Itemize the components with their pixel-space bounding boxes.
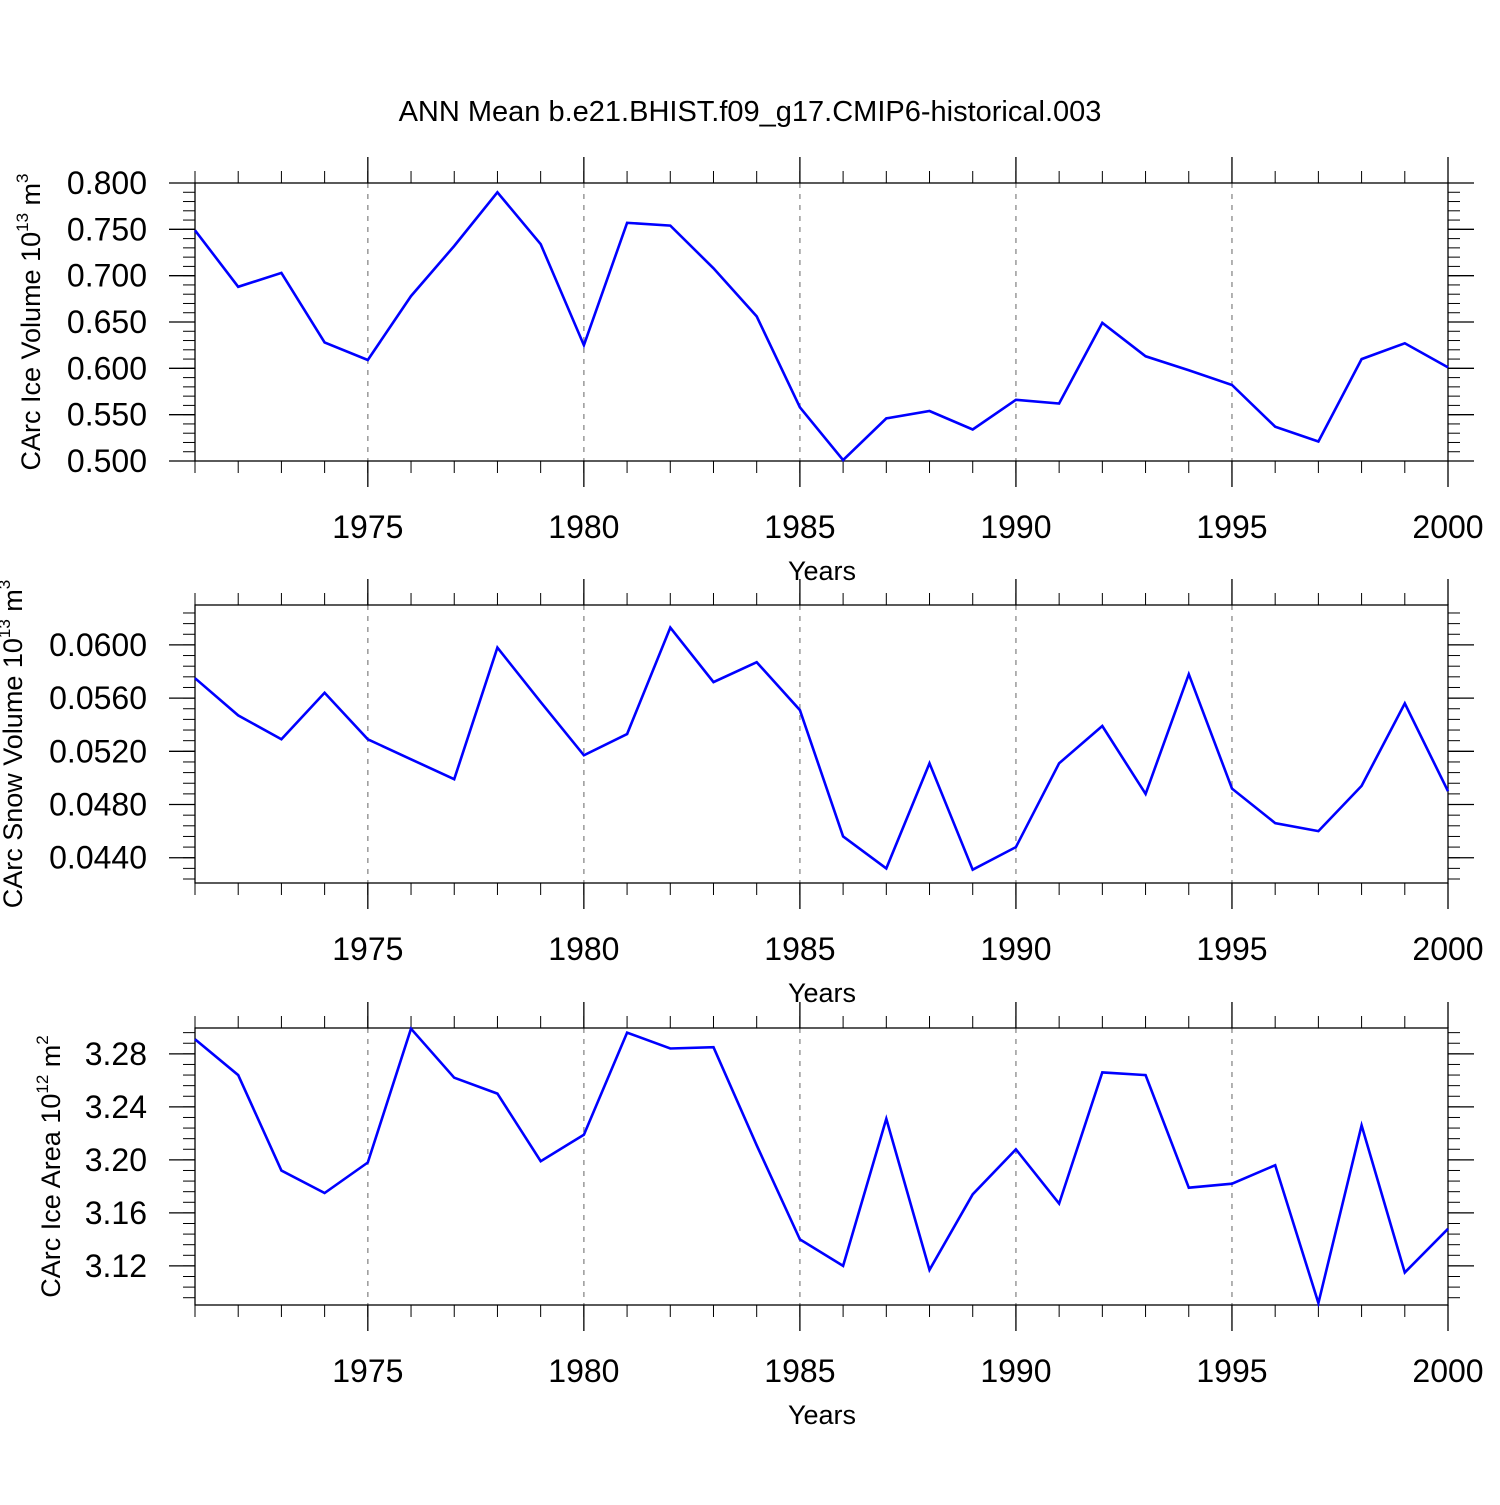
y-tick-label: 3.24: [85, 1089, 147, 1125]
y-tick-label: 0.0440: [49, 840, 147, 876]
plot-frame: [194, 604, 1449, 884]
y-tick-label: 0.650: [67, 304, 147, 340]
series-line: [194, 625, 1450, 872]
x-tick-label: 1990: [980, 509, 1051, 545]
y-axis-label-exponent: 13: [0, 619, 14, 638]
y-axis-label: CArc Ice Area 1012 m2: [33, 1035, 66, 1298]
plot-frame: [194, 182, 1449, 462]
y-axis-label: CArc Ice Volume 1013 m3: [13, 173, 46, 470]
series-line: [193, 190, 1449, 463]
x-tick-label: 1995: [1196, 931, 1267, 967]
y-tick-label: 0.600: [67, 350, 147, 386]
y-tick-label: 0.550: [67, 397, 147, 433]
x-tick-label: 1975: [332, 1353, 403, 1389]
x-tick-label: 1985: [764, 931, 835, 967]
x-tick-label: 1975: [332, 509, 403, 545]
y-tick-label: 0.0480: [49, 787, 147, 823]
y-axis-label-exponent: 13: [13, 213, 32, 232]
x-axis-label: Years: [788, 978, 856, 1008]
x-tick-label: 1995: [1196, 509, 1267, 545]
plot-frame: [194, 1027, 1449, 1306]
x-tick-label: 1980: [548, 931, 619, 967]
y-tick-label: 0.800: [67, 165, 147, 201]
x-tick-label: 1985: [764, 1353, 835, 1389]
y-tick-label: 3.12: [85, 1248, 147, 1284]
x-tick-label: 1985: [764, 509, 835, 545]
y-axis-label-unit-exponent: 3: [13, 173, 32, 182]
y-tick-label: 0.750: [67, 211, 147, 247]
chart-title: ANN Mean b.e21.BHIST.f09_g17.CMIP6-histo…: [399, 96, 1102, 128]
y-tick-label: 3.16: [85, 1195, 147, 1231]
y-axis-label-unit: m: [0, 589, 28, 619]
y-axis-label-unit: m: [36, 1045, 66, 1075]
y-axis-label-unit: m: [16, 183, 46, 213]
x-tick-label: 2000: [1412, 931, 1483, 967]
y-tick-label: 0.0520: [49, 733, 147, 769]
y-axis-label-exponent: 12: [33, 1075, 52, 1094]
x-tick-label: 1980: [548, 1353, 619, 1389]
x-tick-label: 1980: [548, 509, 619, 545]
panel-2: 1975 1980 1985 1990 1995 2000 Years 0.0440 0.048…: [0, 579, 1484, 1008]
x-tick-label: 2000: [1412, 509, 1483, 545]
x-tick-label: 1995: [1196, 1353, 1267, 1389]
panel-1: 1975 1980 1985 1990 1995 2000 Years 0.500 0.550 0…: [13, 157, 1484, 586]
x-tick-label: 1975: [332, 931, 403, 967]
y-tick-label: 0.500: [67, 443, 147, 479]
series-line: [194, 1026, 1449, 1308]
y-axis-label-text: CArc Snow Volume 10: [0, 638, 28, 908]
y-tick-label: 0.0600: [49, 627, 147, 663]
y-tick-label: 3.28: [85, 1036, 147, 1072]
y-axis-label: CArc Snow Volume 1013 m3: [0, 580, 28, 909]
y-axis-label-unit-exponent: 2: [33, 1035, 52, 1044]
y-tick-label: 0.700: [67, 258, 147, 294]
x-tick-label: 1990: [980, 931, 1051, 967]
x-axis-label: Years: [788, 556, 856, 586]
panel-3: 1975 1980 1985 1990 1995 2000 Years 3.12 3.16 3.2…: [33, 1002, 1484, 1430]
y-axis-label-text: CArc Ice Area 10: [36, 1094, 66, 1298]
x-axis-label: Years: [788, 1400, 856, 1430]
x-tick-label: 1990: [980, 1353, 1051, 1389]
y-tick-label: 0.0560: [49, 680, 147, 716]
x-tick-label: 2000: [1412, 1353, 1483, 1389]
y-axis-label-text: CArc Ice Volume 10: [16, 232, 46, 471]
y-tick-label: 3.20: [85, 1142, 147, 1178]
y-axis-label-unit-exponent: 3: [0, 580, 14, 589]
